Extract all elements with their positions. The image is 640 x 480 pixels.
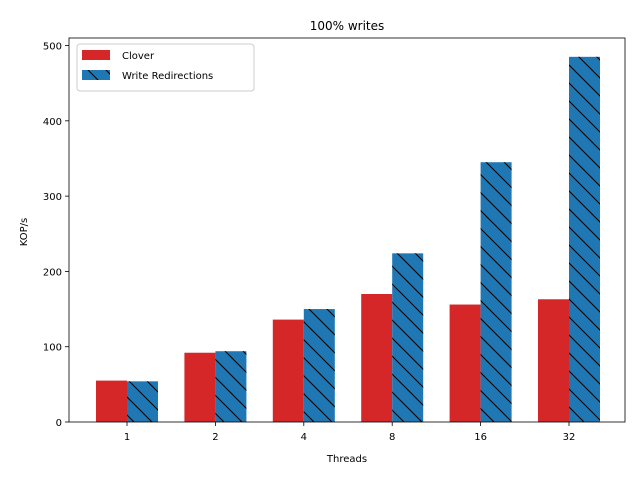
y-tick-label: 200	[43, 267, 62, 278]
bars-group	[96, 56, 600, 423]
bar-clover-4	[272, 319, 304, 422]
x-tick-label: 4	[301, 432, 307, 443]
y-tick-label: 500	[43, 42, 62, 53]
x-tick-label: 8	[389, 432, 395, 443]
legend-box	[76, 43, 255, 92]
legend: Clover Write Redirections	[76, 43, 255, 92]
axes-group: 1 2 4 8 16 32 0 100 200 300 400 500	[43, 37, 626, 443]
legend-label: Clover	[122, 51, 155, 62]
bar-hatch-16	[480, 162, 512, 422]
bar-clover-2	[184, 352, 216, 422]
x-tick-label: 2	[212, 432, 218, 443]
x-axis-label: Threads	[326, 454, 367, 465]
bar-hatch-32	[569, 56, 600, 423]
bar-hatch-8	[392, 253, 424, 422]
bar-clover-16	[449, 304, 481, 422]
plot-frame	[68, 37, 626, 423]
bar-hatch-4	[303, 309, 335, 422]
x-tick-label: 16	[474, 432, 487, 443]
legend-swatch	[82, 50, 110, 60]
bar-clover-8	[361, 294, 393, 422]
chart-title: 100% writes	[310, 19, 385, 33]
y-tick-label: 400	[43, 117, 62, 128]
y-tick-label: 300	[43, 192, 62, 203]
x-tick-label: 1	[124, 432, 130, 443]
legend-label: Write Redirections	[122, 71, 213, 82]
bar-clover-32	[538, 299, 569, 422]
y-tick-label: 100	[43, 343, 62, 354]
y-tick-label: 0	[56, 418, 62, 429]
bar-clover-1	[96, 380, 127, 422]
bar-hatch-2	[215, 351, 247, 422]
y-axis-label: KOP/s	[19, 218, 30, 247]
legend-swatch-hatch	[82, 70, 110, 80]
x-tick-label: 32	[563, 432, 576, 443]
bar-hatch-1	[127, 381, 158, 422]
